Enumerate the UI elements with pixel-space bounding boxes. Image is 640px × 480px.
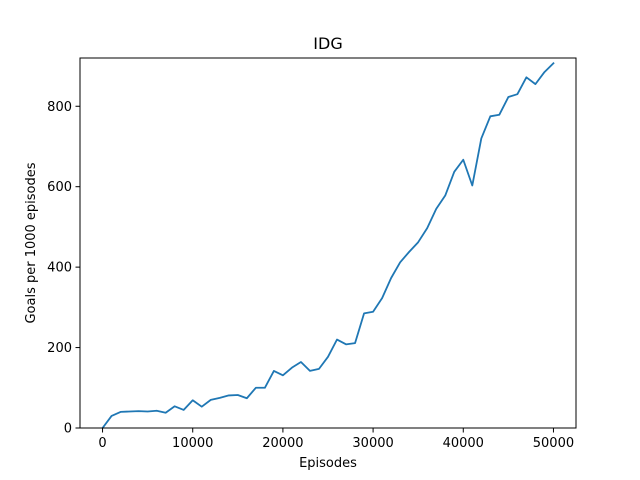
plot-area xyxy=(101,61,555,430)
chart-title: IDG xyxy=(313,34,342,53)
y-tick-label: 200 xyxy=(47,341,72,356)
x-tick-label: 30000 xyxy=(352,436,393,451)
x-tick-label: 10000 xyxy=(172,436,213,451)
plot-frame xyxy=(79,57,577,429)
y-axis-label: Goals per 1000 episodes xyxy=(24,162,39,323)
y-axis: 0 200 400 600 800 xyxy=(47,100,80,437)
x-tick-label: 40000 xyxy=(443,436,484,451)
y-tick-label: 0 xyxy=(64,422,72,437)
x-axis: 0 10000 20000 30000 40000 50000 xyxy=(98,428,574,451)
y-tick-label: 400 xyxy=(47,261,72,276)
series-line-0 xyxy=(101,61,555,430)
y-tick-label: 800 xyxy=(47,100,72,115)
x-tick-label: 20000 xyxy=(262,436,303,451)
x-axis-label: Episodes xyxy=(299,456,357,471)
x-tick-label: 50000 xyxy=(533,436,574,451)
y-tick-label: 600 xyxy=(47,180,72,195)
x-tick-label: 0 xyxy=(98,436,106,451)
